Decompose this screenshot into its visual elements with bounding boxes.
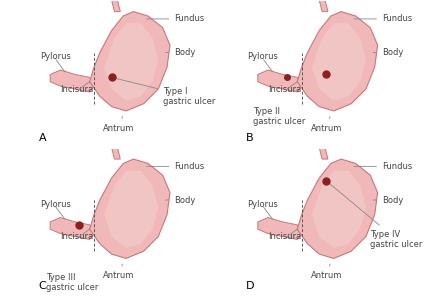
Text: D: D xyxy=(246,280,255,291)
Polygon shape xyxy=(258,70,301,92)
Polygon shape xyxy=(111,147,120,159)
Polygon shape xyxy=(104,171,158,248)
Polygon shape xyxy=(297,159,377,258)
Polygon shape xyxy=(50,218,94,239)
Text: Fundus: Fundus xyxy=(146,162,205,171)
Text: A: A xyxy=(38,133,46,143)
Text: Fundus: Fundus xyxy=(354,162,412,171)
Text: Antrum: Antrum xyxy=(311,264,342,280)
Text: Fundus: Fundus xyxy=(354,14,412,23)
Polygon shape xyxy=(319,0,328,12)
Text: Pylorus: Pylorus xyxy=(248,200,278,209)
Text: Incisura: Incisura xyxy=(61,232,94,241)
Polygon shape xyxy=(50,70,94,92)
Text: Pylorus: Pylorus xyxy=(40,200,71,209)
Polygon shape xyxy=(90,12,170,111)
Text: Body: Body xyxy=(373,196,404,205)
Polygon shape xyxy=(104,23,158,101)
Text: Body: Body xyxy=(165,196,196,205)
Text: Body: Body xyxy=(373,48,404,57)
Text: Antrum: Antrum xyxy=(311,116,342,133)
Text: Antrum: Antrum xyxy=(103,264,134,280)
Text: B: B xyxy=(246,133,254,143)
Text: Type IV
gastric ulcer: Type IV gastric ulcer xyxy=(328,183,423,249)
Text: Pylorus: Pylorus xyxy=(40,52,71,62)
Polygon shape xyxy=(319,147,328,159)
Polygon shape xyxy=(258,218,301,239)
Text: Pylorus: Pylorus xyxy=(248,52,278,62)
Text: Type II
gastric ulcer: Type II gastric ulcer xyxy=(253,106,306,126)
Polygon shape xyxy=(90,159,170,258)
Text: Incisura: Incisura xyxy=(268,232,301,241)
Text: Antrum: Antrum xyxy=(103,116,134,133)
Text: Incisura: Incisura xyxy=(61,85,94,94)
Text: C: C xyxy=(38,280,46,291)
Text: Type III
gastric ulcer: Type III gastric ulcer xyxy=(46,273,98,292)
Polygon shape xyxy=(297,12,377,111)
Polygon shape xyxy=(312,171,366,248)
Polygon shape xyxy=(312,23,366,101)
Text: Body: Body xyxy=(165,48,196,57)
Text: Fundus: Fundus xyxy=(146,14,205,23)
Text: Type I
gastric ulcer: Type I gastric ulcer xyxy=(114,78,215,106)
Text: Incisura: Incisura xyxy=(268,85,301,94)
Polygon shape xyxy=(111,0,120,12)
